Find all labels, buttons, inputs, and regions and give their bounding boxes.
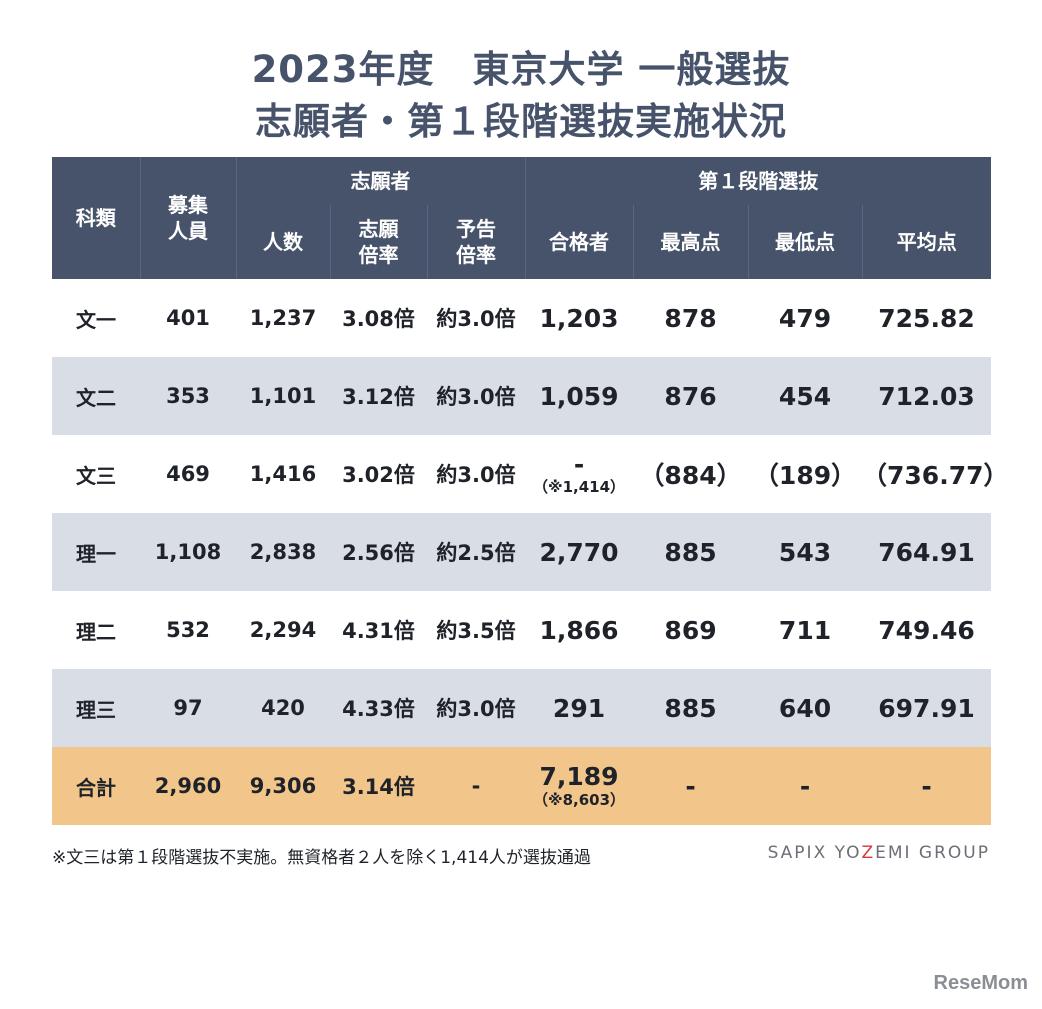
cell-lowest: -	[748, 747, 863, 825]
footnote: ※文三は第１段階選抜不実施。無資格者２人を除く1,414人が選抜通過	[52, 848, 591, 868]
header-lowest: 最低点	[747, 205, 863, 279]
cell-average: -	[862, 747, 992, 825]
cell-passed: - （※1,414）	[525, 435, 633, 513]
table-row: 文二 353 1,101 3.12倍 約3.0倍 1,059 876 454 7…	[52, 357, 992, 435]
cell-subject: 合計	[52, 747, 140, 825]
table-row: 理二 532 2,294 4.31倍 約3.5倍 1,866 869 711 7…	[52, 591, 991, 669]
passed-note: （※8,603）	[533, 791, 626, 809]
cell-applicants: 1,237	[249, 306, 317, 330]
cell-notice: 約3.0倍	[427, 357, 526, 435]
cell-passed: 2,770	[525, 513, 634, 591]
cell-average: 749.46	[878, 615, 975, 645]
cell-ratio: 4.33倍	[330, 669, 427, 747]
cell-quota: 2,960	[140, 747, 236, 825]
cell-quota: 532	[166, 618, 210, 642]
cell-applicants: 2,838	[236, 513, 330, 591]
passed-value: -	[573, 450, 585, 479]
cell-notice: 約3.5倍	[436, 619, 516, 643]
header-highest: 最高点	[632, 205, 749, 279]
cell-subject: 文一	[76, 307, 116, 332]
cell-passed: 7,189 （※8,603）	[525, 747, 634, 825]
cell-subject: 文二	[52, 357, 140, 435]
header-average: 平均点	[861, 205, 992, 279]
admission-table: 科類 募集 人員 志願者 第１段階選抜 人数 志願 倍率 予告 倍率 合格者 最高点 …	[52, 157, 1009, 825]
cell-subject: 理一	[52, 513, 140, 591]
cell-quota: 469	[166, 462, 210, 486]
cell-lowest: 711	[778, 615, 832, 645]
cell-ratio: 3.08倍	[342, 307, 415, 331]
header-notice-ratio: 予告 倍率	[426, 205, 526, 279]
passed-value: 7,189	[539, 762, 619, 791]
cell-highest: 876	[633, 357, 749, 435]
table-row-total: 合計 2,960 9,306 3.14倍 - 7,189 （※8,603） - …	[52, 747, 992, 825]
header-subject: 科類	[52, 157, 140, 279]
passed-note: （※1,414）	[533, 478, 626, 496]
header-applicants-group: 志願者	[235, 157, 526, 205]
page-title: 2023年度 東京大学 一般選抜 志願者・第１段階選抜実施状況	[0, 44, 1042, 148]
cell-ratio: 3.14倍	[330, 747, 427, 825]
cell-lowest: 640	[748, 669, 863, 747]
cell-notice: 約3.0倍	[436, 463, 516, 487]
cell-notice: -	[427, 747, 526, 825]
cell-ratio: 3.12倍	[330, 357, 427, 435]
cell-lowest: （189）	[753, 461, 857, 490]
cell-quota: 97	[140, 669, 236, 747]
cell-lowest: 479	[778, 303, 832, 333]
cell-ratio: 3.02倍	[342, 463, 415, 487]
resemom-logo: ReseMom	[933, 972, 1028, 994]
cell-highest: 878	[664, 303, 717, 333]
cell-subject: 理三	[52, 669, 140, 747]
cell-lowest: 543	[748, 513, 863, 591]
cell-applicants: 1,101	[236, 357, 330, 435]
cell-highest: （884）	[639, 461, 742, 490]
cell-ratio: 4.31倍	[342, 619, 415, 643]
cell-subject: 理二	[76, 619, 116, 644]
cell-lowest: 454	[748, 357, 863, 435]
header-passed: 合格者	[524, 205, 634, 279]
header-stage1-group: 第１段階選抜	[524, 157, 992, 205]
cell-applicants: 420	[236, 669, 330, 747]
cell-highest: 885	[633, 513, 749, 591]
table-row: 理一 1,108 2,838 2.56倍 約2.5倍 2,770 885 543…	[52, 513, 992, 591]
cell-notice: 約2.5倍	[427, 513, 526, 591]
title-line-2: 志願者・第１段階選抜実施状況	[255, 100, 787, 143]
cell-highest: 885	[633, 669, 749, 747]
cell-applicants: 2,294	[249, 618, 317, 642]
cell-subject: 文三	[76, 463, 116, 488]
table-row: 文一 401 1,237 3.08倍 約3.0倍 1,203 878 479 7…	[52, 279, 991, 357]
cell-passed: 1,059	[525, 357, 634, 435]
header-applicants-count: 人数	[235, 205, 330, 279]
cell-highest: 869	[664, 615, 717, 645]
header-ratio: 志願 倍率	[329, 205, 427, 279]
cell-applicants: 9,306	[236, 747, 330, 825]
cell-notice: 約3.0倍	[427, 669, 526, 747]
cell-average: 764.91	[862, 513, 992, 591]
cell-applicants: 1,416	[249, 462, 317, 486]
cell-quota: 353	[140, 357, 236, 435]
cell-quota: 401	[166, 306, 210, 330]
cell-passed: 1,866	[539, 615, 619, 645]
cell-average: （736.77）	[862, 461, 1009, 490]
cell-highest: -	[633, 747, 749, 825]
cell-notice: 約3.0倍	[436, 307, 516, 331]
cell-average: 725.82	[878, 303, 975, 333]
cell-ratio: 2.56倍	[330, 513, 427, 591]
cell-average: 697.91	[862, 669, 992, 747]
table-row: 文三 469 1,416 3.02倍 約3.0倍 - （※1,414） （884…	[52, 435, 1009, 513]
sapix-yozemi-logo: SAPIX YOZEMI GROUP	[767, 843, 990, 863]
cell-passed: 1,203	[539, 303, 619, 333]
table-row: 理三 97 420 4.33倍 約3.0倍 291 885 640 697.91	[52, 669, 992, 747]
title-line-1: 2023年度 東京大学 一般選抜	[251, 48, 791, 91]
cell-passed: 291	[525, 669, 634, 747]
cell-average: 712.03	[862, 357, 992, 435]
header-quota: 募集 人員	[139, 157, 236, 279]
cell-quota: 1,108	[140, 513, 236, 591]
